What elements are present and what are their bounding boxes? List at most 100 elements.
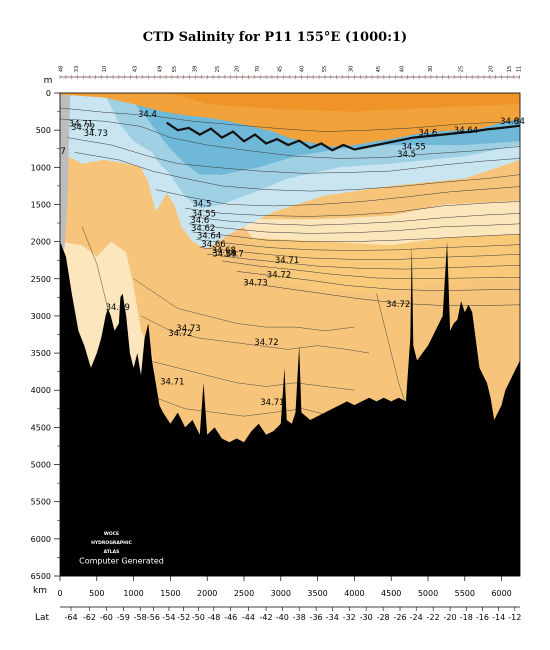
- lat-tick-label-19: -28: [377, 613, 390, 622]
- contour-deep-5: [199, 247, 520, 260]
- lat-tick-label-11: -44: [242, 613, 255, 622]
- contour-deep-wavy-0: [133, 278, 355, 332]
- contour-label-3: 34.4: [138, 110, 157, 120]
- contour-deep-6: [207, 253, 520, 270]
- contour-label-19: 34.72: [168, 329, 192, 339]
- station-label-7: 25: [215, 66, 221, 72]
- x-tick-label-6: 3000: [271, 589, 291, 598]
- lat-tick-label-4: -58: [134, 613, 147, 622]
- station-label-6: 39: [193, 66, 199, 72]
- y-tick-label-9: 4500: [31, 423, 51, 432]
- x-tick-label-11: 5500: [455, 589, 475, 598]
- station-label-12: 55: [322, 66, 328, 72]
- station-label-15: 40: [400, 66, 406, 72]
- lat-tick-label-22: -22: [427, 613, 440, 622]
- contour-label-11: 34.68: [212, 246, 236, 256]
- lat-tick-label-14: -38: [293, 613, 306, 622]
- y-tick-label-6: 3000: [31, 312, 51, 321]
- station-label-0: 48: [59, 66, 65, 72]
- y-tick-label-8: 4000: [31, 386, 51, 395]
- contour-deep-8: [236, 271, 520, 291]
- lat-unit-label: Lat: [35, 613, 50, 623]
- contour-label-16: 34.73: [243, 279, 267, 289]
- x-tick-label-9: 4500: [381, 589, 401, 598]
- lat-tick-label-10: -46: [224, 613, 237, 622]
- contour-label-14: 34.71: [275, 256, 299, 266]
- contour-deep-wavy-5: [376, 293, 407, 406]
- lat-tick-label-6: -54: [162, 613, 175, 622]
- lat-tick-label-5: -56: [147, 613, 160, 622]
- contour-shallow-1: [60, 118, 520, 159]
- contour-label-24: 34.55: [402, 143, 426, 153]
- contour-label-28: 34.6: [500, 117, 519, 127]
- lat-tick-label-12: -42: [260, 613, 273, 622]
- station-label-2: 10: [102, 66, 108, 72]
- axes: m 0 500 1000 1500 2000 2500 3000 3500 4000 4500 500…: [31, 66, 523, 623]
- contour-label-21: 34.71: [160, 377, 184, 387]
- seafloor-bathymetry: [60, 241, 520, 576]
- contour-label-20: 34.72: [254, 338, 278, 348]
- y-tick-label-7: 3500: [31, 349, 51, 358]
- contour-label-27: 34.64: [454, 126, 478, 136]
- x-tick-label-10: 5000: [418, 589, 438, 598]
- contour-deep-wavy-1: [140, 315, 370, 354]
- contour-label-0: 34.71: [69, 119, 93, 129]
- y-tick-label-11: 5500: [31, 498, 51, 507]
- contour-label-29: 34: [514, 117, 525, 127]
- y-tick-label-12: 6000: [31, 535, 51, 544]
- y-tick-label-4: 2000: [31, 238, 51, 247]
- contour-deep-1: [188, 213, 520, 226]
- contour-deep-2: [188, 223, 520, 234]
- lat-tick-label-18: -30: [360, 613, 373, 622]
- y-unit-label: m: [44, 76, 53, 86]
- station-label-13: 30: [349, 66, 355, 72]
- contour-deep-3: [192, 231, 520, 242]
- station-label-17: 25: [458, 66, 464, 72]
- contour-deep-7: [221, 260, 520, 280]
- contour-label-15: 34.72: [267, 270, 291, 280]
- light-orange-band: [251, 234, 520, 294]
- x-tick-label-12: 6000: [491, 589, 511, 598]
- lat-tick-label-25: -16: [476, 613, 489, 622]
- y-tick-label-0: 0: [46, 89, 51, 98]
- station-label-1: 33: [74, 66, 80, 72]
- station-label-8: 20: [235, 66, 241, 72]
- station-label-19: 15: [507, 66, 513, 72]
- contour-label-13: 34.7: [225, 250, 244, 260]
- contour-label-23: 34.72: [386, 300, 410, 310]
- x-tick-label-7: 3500: [307, 589, 327, 598]
- lat-tick-label-9: -48: [207, 613, 220, 622]
- lat-tick-label-15: -36: [310, 613, 323, 622]
- contour-label-22: 34.71: [260, 398, 284, 408]
- contour-label-1: 34.72: [71, 123, 95, 133]
- plot-area: [60, 93, 520, 576]
- grey-wedge: [60, 93, 71, 249]
- contour-label-18: 34.73: [176, 324, 200, 334]
- lat-tick-label-27: -12: [508, 613, 521, 622]
- contour-label-25: 34.5: [397, 150, 416, 160]
- x-unit-label: km: [33, 586, 47, 596]
- station-label-10: 45: [277, 66, 283, 72]
- surface-orange-core: [170, 93, 520, 112]
- contour-shallow-0: [60, 107, 520, 132]
- lat-tick-label-1: -62: [83, 613, 96, 622]
- lat-tick-label-23: -20: [444, 613, 457, 622]
- station-label-4: 49: [157, 66, 163, 72]
- contour-deep-9: [243, 282, 520, 306]
- lat-tick-label-7: -52: [177, 613, 190, 622]
- contour-label-17: 34.69: [106, 303, 130, 313]
- y-tick-label-10: 5000: [31, 461, 51, 470]
- lat-tick-label-17: -32: [343, 613, 356, 622]
- logo-line-1: WOCE: [104, 531, 119, 537]
- contour-label-9: 34.64: [197, 232, 221, 242]
- logo-line-2: HYDROGRAPHIC: [91, 540, 132, 546]
- contour-label-7: 34.6: [190, 216, 209, 226]
- x-tick-label-0: 0: [57, 589, 62, 598]
- y-tick-label-3: 1500: [31, 200, 51, 209]
- contour-deep-0: [185, 201, 520, 217]
- lat-tick-label-13: -40: [276, 613, 289, 622]
- lat-tick-label-21: -24: [410, 613, 423, 622]
- station-label-16: 30: [428, 66, 434, 72]
- contour-label-12: 34.69: [212, 250, 236, 260]
- station-label-11: 40: [299, 66, 305, 72]
